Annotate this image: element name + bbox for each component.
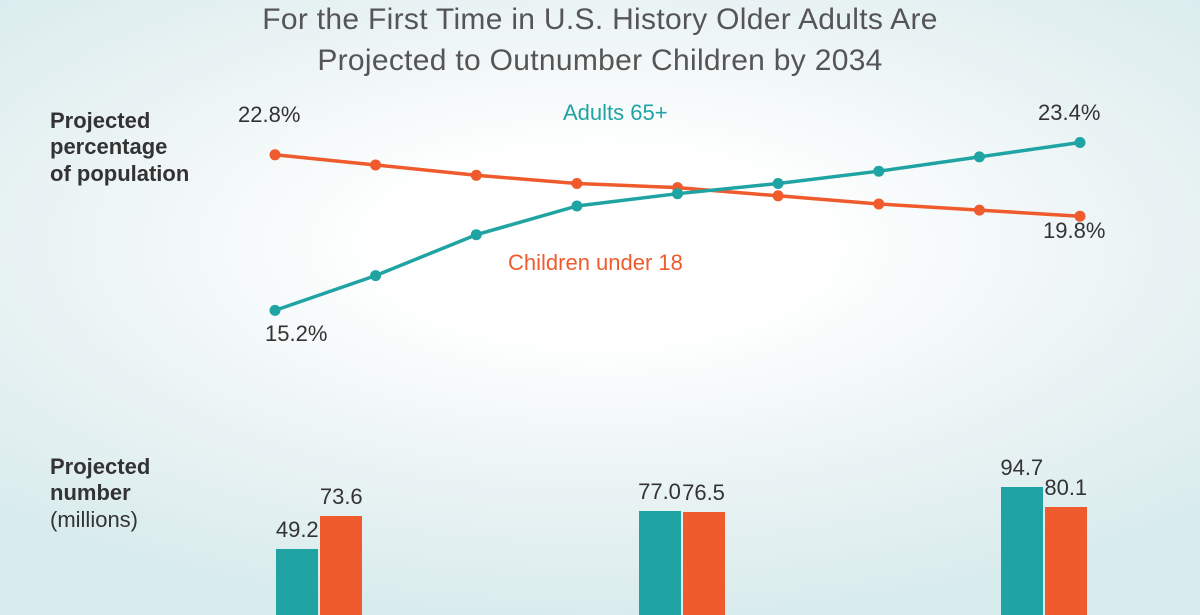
children-marker [974,205,985,216]
bar-adults [639,511,681,615]
adults-marker [974,151,985,162]
bar-children-value: 76.5 [682,480,725,506]
children-marker [270,149,281,160]
children-end-label: 19.8% [1043,218,1105,244]
adults-marker [1075,137,1086,148]
label-line-2: percentage [50,134,167,159]
bar-adults-value: 49.2 [276,517,319,543]
adults-marker [672,188,683,199]
line-chart [275,120,1080,335]
children-marker [873,199,884,210]
adults-marker [270,305,281,316]
series-label-adults: Adults 65+ [563,100,668,126]
children-marker [773,190,784,201]
chart-title: For the First Time in U.S. History Older… [0,0,1200,81]
adults-marker [471,229,482,240]
title-line-2: Projected to Outnumber Children by 2034 [317,44,882,77]
bar-children-value: 80.1 [1044,475,1087,501]
bar-chart: 49.273.677.076.594.780.1 [275,480,1080,615]
adults-marker [571,201,582,212]
bar-label-line-2: number [50,480,131,505]
bar-adults-value: 94.7 [1000,455,1043,481]
adults-start-label: 15.2% [265,321,327,347]
children-marker [370,160,381,171]
adults-end-label: 23.4% [1038,100,1100,126]
bar-chart-section-label: Projected number (millions) [50,454,150,533]
bar-label-line-3: (millions) [50,507,138,532]
bar-children [683,512,725,615]
bar-children-value: 73.6 [320,484,363,510]
bar-adults [1001,487,1043,615]
bar-adults-value: 77.0 [638,479,681,505]
children-marker [571,178,582,189]
bar-adults [276,549,318,615]
bar-children [320,516,362,615]
adults-marker [773,178,784,189]
bar-label-line-1: Projected [50,454,150,479]
series-label-children: Children under 18 [508,250,683,276]
label-line-1: Projected [50,108,150,133]
children-marker [471,170,482,181]
adults-marker [873,166,884,177]
title-line-1: For the First Time in U.S. History Older… [262,3,938,36]
line-chart-section-label: Projected percentage of population [50,108,189,187]
bar-children [1045,507,1087,615]
adults-marker [370,270,381,281]
children-start-label: 22.8% [238,102,300,128]
label-line-3: of population [50,161,189,186]
